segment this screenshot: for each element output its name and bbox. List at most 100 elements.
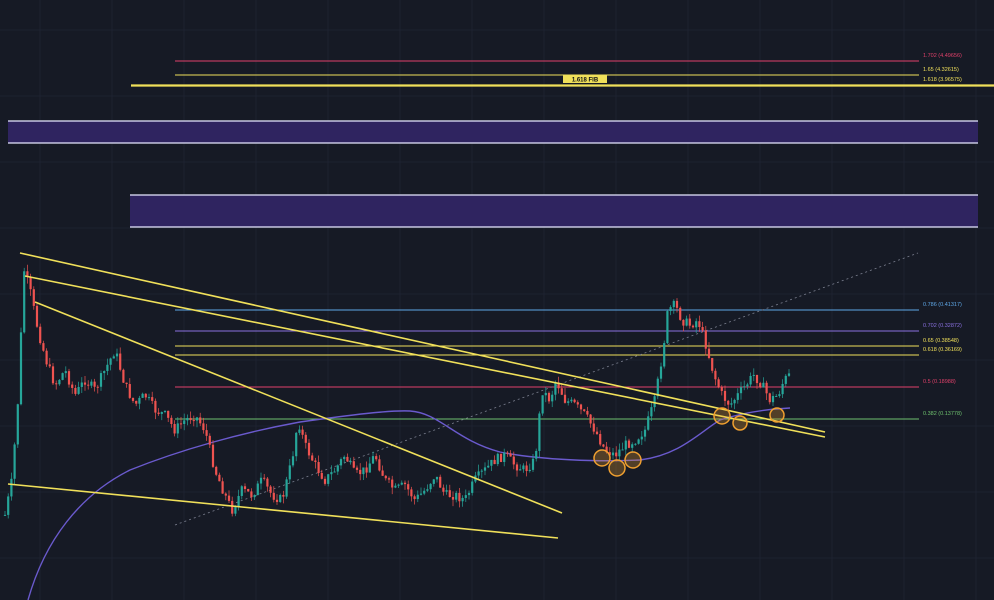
candle-body [279, 494, 282, 502]
candle-body [115, 353, 119, 357]
candle-body [711, 358, 714, 371]
candle-body [138, 397, 141, 404]
candle-body [218, 474, 221, 482]
candle-body [346, 456, 349, 462]
candle-body [458, 492, 461, 502]
candle-body [698, 321, 701, 328]
candle-body [26, 271, 29, 277]
candle-body [317, 462, 320, 473]
candle-body [45, 350, 48, 365]
trendline-3 [34, 301, 563, 514]
candle-body [730, 403, 733, 405]
candle-body [506, 452, 509, 454]
candle-body [557, 382, 560, 389]
candle-body [141, 393, 144, 398]
candle-body [605, 446, 608, 453]
zone-lower [130, 194, 978, 228]
marker-3 [624, 451, 642, 469]
candle-body [304, 434, 307, 443]
candle-body [256, 483, 259, 496]
candle-body [477, 471, 480, 476]
candle-body [237, 495, 240, 507]
candle-body [528, 469, 531, 471]
candle-body [509, 453, 512, 457]
candle-body [387, 478, 391, 480]
candle-body [461, 497, 464, 502]
candle-body [186, 417, 189, 421]
candle-body [685, 318, 688, 326]
candle-body [682, 319, 685, 326]
candle-body [10, 478, 13, 497]
candle-body [442, 487, 445, 492]
candle-body [323, 478, 327, 484]
candle-body [128, 384, 131, 398]
candle-body [739, 387, 743, 394]
candle-body [647, 416, 650, 430]
candle-body [787, 373, 791, 376]
candle-body [547, 392, 551, 402]
candle-body [202, 423, 205, 431]
candle-body [650, 407, 653, 417]
candle-body [432, 479, 435, 484]
fib-label-065: 0.65 (0.38548) [923, 338, 959, 344]
candle-body [679, 307, 682, 320]
trendline-1 [19, 252, 826, 433]
candle-body [589, 414, 592, 424]
candle-body [525, 465, 528, 471]
candle-body [746, 384, 749, 387]
marker-6 [769, 407, 785, 423]
candle-body [103, 371, 106, 374]
candle-body [419, 493, 423, 495]
fib-label-1618: 1.618 (3.96575) [923, 77, 962, 83]
candle-body [755, 374, 759, 384]
candle-body [80, 382, 83, 387]
candle-body [35, 305, 39, 327]
trendline-4 [7, 483, 559, 539]
candle-body [519, 469, 522, 471]
candle-body [135, 400, 138, 404]
fib-label-1702: 1.702 (4.49656) [923, 53, 962, 59]
candle-body [749, 375, 752, 385]
candle-body [378, 459, 381, 471]
candle-body [173, 423, 176, 434]
candle-body [627, 440, 631, 448]
candle-body [99, 373, 103, 387]
marker-2 [608, 459, 626, 477]
candle-body [570, 399, 573, 402]
candle-body [58, 379, 61, 385]
candle-body [643, 429, 647, 437]
candle-body [74, 387, 77, 394]
candle-body [295, 432, 298, 457]
candle-body [400, 482, 403, 485]
candle-body [771, 396, 775, 403]
candle-body [423, 490, 426, 494]
candle-body [263, 477, 266, 479]
candle-body [448, 490, 451, 498]
dotted-trendline [174, 252, 919, 526]
candle-body [282, 494, 285, 497]
candle-body [266, 478, 269, 487]
candle-body [205, 430, 208, 436]
candle-body [7, 496, 10, 515]
candle-body [365, 467, 368, 473]
candle-body [551, 394, 554, 402]
candle-body [333, 471, 336, 473]
candle-body [752, 374, 755, 376]
candle-body [714, 370, 717, 380]
candle-body [611, 452, 615, 456]
candle-body [701, 327, 704, 331]
fib-center-label-box [563, 75, 607, 83]
candle-body [407, 484, 410, 490]
candle-body [125, 382, 128, 385]
candle-body [467, 492, 471, 496]
candle-body [778, 394, 781, 397]
candle-body [298, 429, 301, 433]
candle-body [599, 434, 602, 445]
candle-body [717, 379, 720, 388]
candle-body [675, 300, 679, 308]
candle-body [720, 387, 723, 391]
candle-body [394, 485, 397, 488]
candle-body [211, 444, 215, 467]
